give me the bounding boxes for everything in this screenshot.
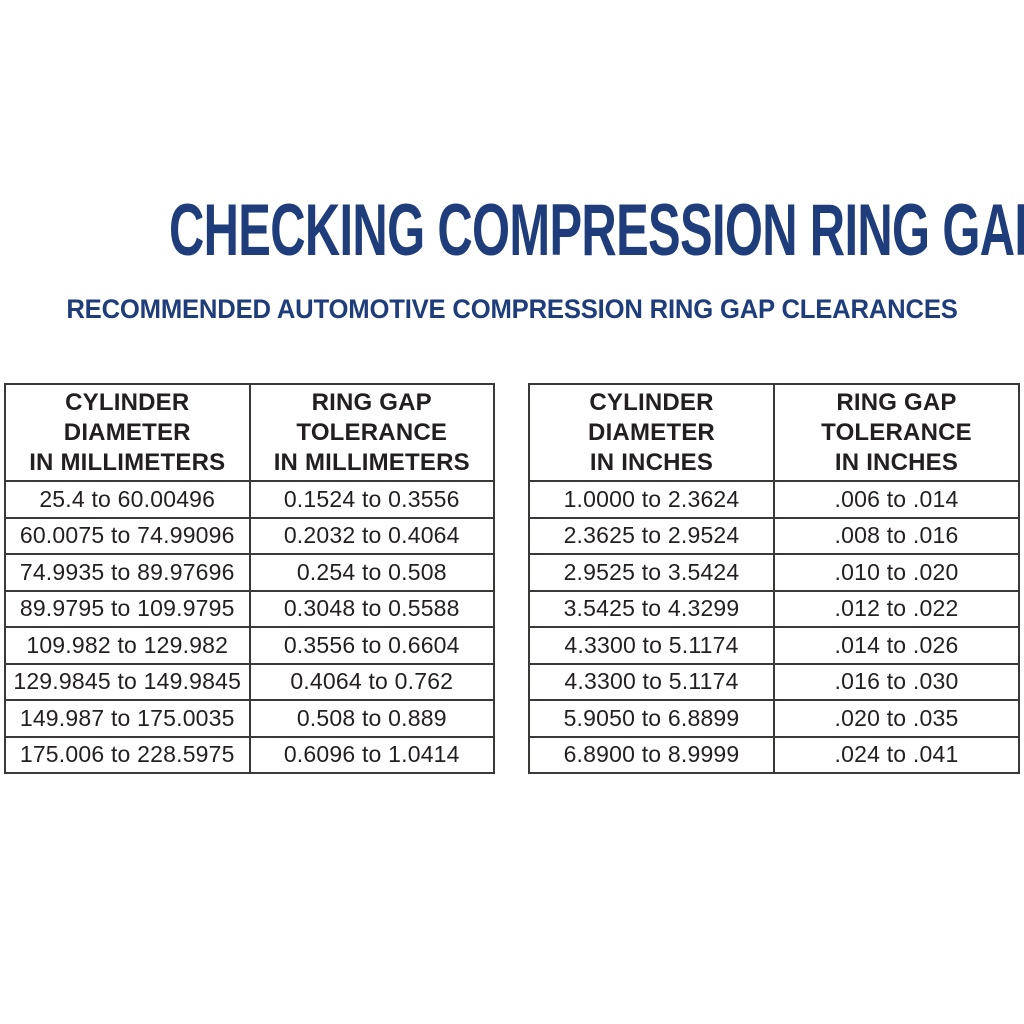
table-cell: 2.3625 to 2.9524 <box>528 516 775 555</box>
table-cell: 4.3300 to 5.1174 <box>528 626 775 665</box>
table-cell: 2.9525 to 3.5424 <box>528 553 775 592</box>
table-cell: 74.9935 to 89.97696 <box>4 553 251 592</box>
table-row: 109.982 to 129.982 0.3556 to 0.6604 <box>4 626 495 665</box>
table-cell: 0.254 to 0.508 <box>248 553 495 592</box>
table-row: 74.9935 to 89.97696 0.254 to 0.508 <box>4 553 495 592</box>
table-cell: 0.508 to 0.889 <box>248 699 495 738</box>
table-row: 2.3625 to 2.9524.008 to .016 <box>528 516 1020 555</box>
column-header-line: IN INCHES <box>589 448 714 476</box>
table-cell: 0.3048 to 0.5588 <box>248 589 495 628</box>
table-row: 2.9525 to 3.5424.010 to .020 <box>528 553 1020 592</box>
table-cell: 6.8900 to 8.9999 <box>528 735 775 774</box>
page-title: CHECKING COMPRESSION RING GAPS <box>168 190 1024 271</box>
table-cell: 1.0000 to 2.3624 <box>528 480 775 519</box>
table-cell: 25.4 to 60.00496 <box>4 480 251 519</box>
column-header-line: DIAMETER <box>588 418 715 446</box>
header-row: CYLINDER DIAMETER IN MILLIMETERS RING GAP TO… <box>4 383 495 482</box>
table-row: 89.9795 to 109.9795 0.3048 to 0.5588 <box>4 589 495 628</box>
table-cell: 109.982 to 129.982 <box>4 626 251 665</box>
ring-gap-table-inches: CYLINDER DIAMETER IN INCHES RING GAP TOLERAN… <box>528 383 1020 774</box>
table-cell: 0.3556 to 0.6604 <box>248 626 495 665</box>
table-row: 4.3300 to 5.1174.016 to .030 <box>528 662 1020 701</box>
table-cell: 175.006 to 228.5975 <box>4 735 251 774</box>
table-cell: 60.0075 to 74.99096 <box>4 516 251 555</box>
table-row: 175.006 to 228.5975 0.6096 to 1.0414 <box>4 735 495 774</box>
table-cell: .016 to .030 <box>773 662 1020 701</box>
table-cell: .012 to .022 <box>773 589 1020 628</box>
header-row: CYLINDER DIAMETER IN INCHES RING GAP TOLERAN… <box>528 383 1020 482</box>
column-header: RING GAP TOLERANCE IN INCHES <box>773 383 1020 482</box>
column-header-line: IN MILLIMETERS <box>273 448 470 476</box>
ring-gap-table-millimeters: CYLINDER DIAMETER IN MILLIMETERS RING GAP TO… <box>4 383 495 774</box>
table-cell: 3.5425 to 4.3299 <box>528 589 775 628</box>
table-row: 1.0000 to 2.3624.006 to .014 <box>528 480 1020 519</box>
table-cell: .008 to .016 <box>773 516 1020 555</box>
column-header-line: IN INCHES <box>834 448 959 476</box>
column-header: CYLINDER DIAMETER IN INCHES <box>528 383 775 482</box>
table-row: 4.3300 to 5.1174.014 to .026 <box>528 626 1020 665</box>
table-row: 5.9050 to 6.8899.020 to .035 <box>528 699 1020 738</box>
table-cell: 0.1524 to 0.3556 <box>248 480 495 519</box>
column-header-line: RING GAP <box>836 388 957 416</box>
table-row: 129.9845 to 149.9845 0.4064 to 0.762 <box>4 662 495 701</box>
table-cell: .024 to .041 <box>773 735 1020 774</box>
table-cell: .006 to .014 <box>773 480 1020 519</box>
column-header-line: TOLERANCE <box>821 418 972 446</box>
column-header-line: IN MILLIMETERS <box>29 448 226 476</box>
table-row: 149.987 to 175.0035 0.508 to 0.889 <box>4 699 495 738</box>
table-row: 3.5425 to 4.3299.012 to .022 <box>528 589 1020 628</box>
column-header-line: CYLINDER <box>589 388 714 416</box>
table-cell: 0.6096 to 1.0414 <box>248 735 495 774</box>
table-cell: 129.9845 to 149.9845 <box>4 662 251 701</box>
column-header-line: CYLINDER <box>65 388 190 416</box>
table-cell: 0.4064 to 0.762 <box>248 662 495 701</box>
table-cell: 4.3300 to 5.1174 <box>528 662 775 701</box>
table-cell: .014 to .026 <box>773 626 1020 665</box>
column-header: CYLINDER DIAMETER IN MILLIMETERS <box>4 383 251 482</box>
table-cell: 0.2032 to 0.4064 <box>248 516 495 555</box>
table-cell: .020 to .035 <box>773 699 1020 738</box>
column-header-line: RING GAP <box>311 388 432 416</box>
column-header-line: DIAMETER <box>63 418 191 446</box>
column-header: RING GAP TOLERANCE IN MILLIMETERS <box>248 383 495 482</box>
table-cell: 149.987 to 175.0035 <box>4 699 251 738</box>
column-header-line: TOLERANCE <box>296 418 448 446</box>
table-row: 60.0075 to 74.99096 0.2032 to 0.4064 <box>4 516 495 555</box>
table-cell: 89.9795 to 109.9795 <box>4 589 251 628</box>
table-row: 25.4 to 60.00496 0.1524 to 0.3556 <box>4 480 495 519</box>
table-row: 6.8900 to 8.9999.024 to .041 <box>528 735 1020 774</box>
table-cell: 5.9050 to 6.8899 <box>528 699 775 738</box>
table-cell: .010 to .020 <box>773 553 1020 592</box>
page-subtitle: RECOMMENDED AUTOMOTIVE COMPRESSION RING … <box>66 294 958 324</box>
